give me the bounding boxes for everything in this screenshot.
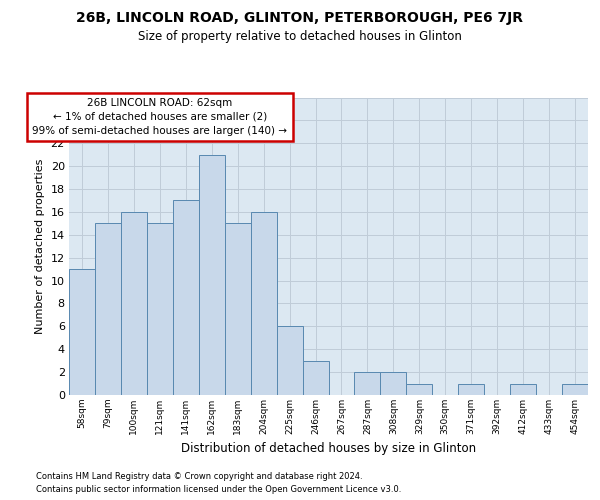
Bar bbox=[95, 224, 121, 395]
Bar bbox=[458, 384, 484, 395]
Bar bbox=[199, 154, 224, 395]
Bar bbox=[355, 372, 380, 395]
Y-axis label: Number of detached properties: Number of detached properties bbox=[35, 158, 45, 334]
Text: 26B, LINCOLN ROAD, GLINTON, PETERBOROUGH, PE6 7JR: 26B, LINCOLN ROAD, GLINTON, PETERBOROUGH… bbox=[77, 11, 523, 25]
Text: Size of property relative to detached houses in Glinton: Size of property relative to detached ho… bbox=[138, 30, 462, 43]
Bar bbox=[121, 212, 147, 395]
Bar bbox=[225, 224, 251, 395]
Text: 26B LINCOLN ROAD: 62sqm
← 1% of detached houses are smaller (2)
99% of semi-deta: 26B LINCOLN ROAD: 62sqm ← 1% of detached… bbox=[32, 98, 287, 136]
Bar bbox=[251, 212, 277, 395]
Text: Contains public sector information licensed under the Open Government Licence v3: Contains public sector information licen… bbox=[36, 484, 401, 494]
Bar bbox=[562, 384, 588, 395]
Bar bbox=[302, 360, 329, 395]
Bar bbox=[510, 384, 536, 395]
Bar bbox=[147, 224, 173, 395]
Bar bbox=[173, 200, 199, 395]
Bar bbox=[69, 269, 95, 395]
Bar bbox=[406, 384, 432, 395]
X-axis label: Distribution of detached houses by size in Glinton: Distribution of detached houses by size … bbox=[181, 442, 476, 456]
Text: Contains HM Land Registry data © Crown copyright and database right 2024.: Contains HM Land Registry data © Crown c… bbox=[36, 472, 362, 481]
Bar bbox=[277, 326, 302, 395]
Bar bbox=[380, 372, 406, 395]
